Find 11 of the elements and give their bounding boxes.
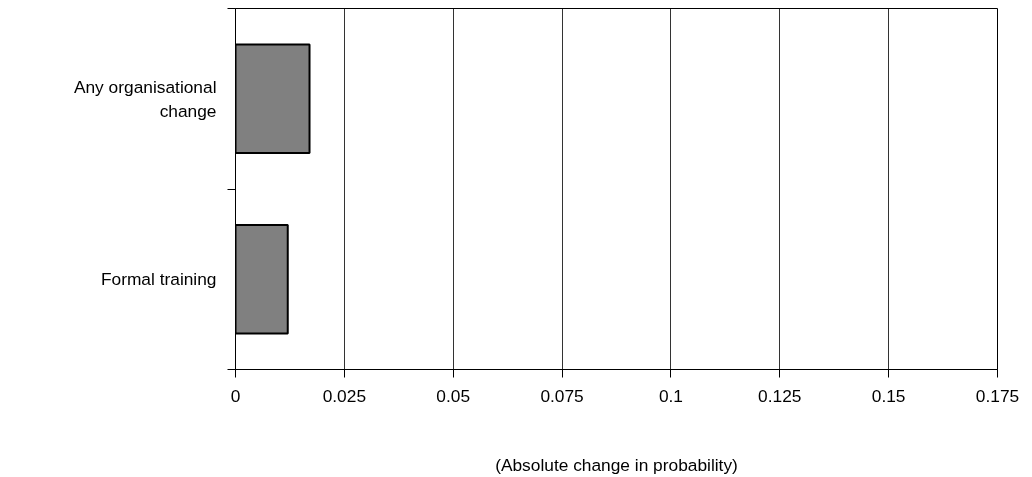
x-tick-label: 0.1: [658, 385, 683, 406]
x-tick-label: 0: [230, 385, 241, 406]
y-tick-label: Any organisational change: [73, 76, 217, 121]
y-tick-label: Formal training: [100, 269, 217, 290]
x-tick-label: 0.175: [975, 385, 1020, 406]
x-tick-label: 0.05: [436, 385, 471, 406]
x-tick-label: 0.125: [758, 385, 802, 406]
x-tick-label: 0.075: [540, 385, 584, 406]
x-axis-title: (Absolute change in probability): [495, 454, 738, 475]
x-tick-label: 0.025: [322, 385, 367, 406]
x-tick-label: 0.15: [871, 385, 906, 406]
